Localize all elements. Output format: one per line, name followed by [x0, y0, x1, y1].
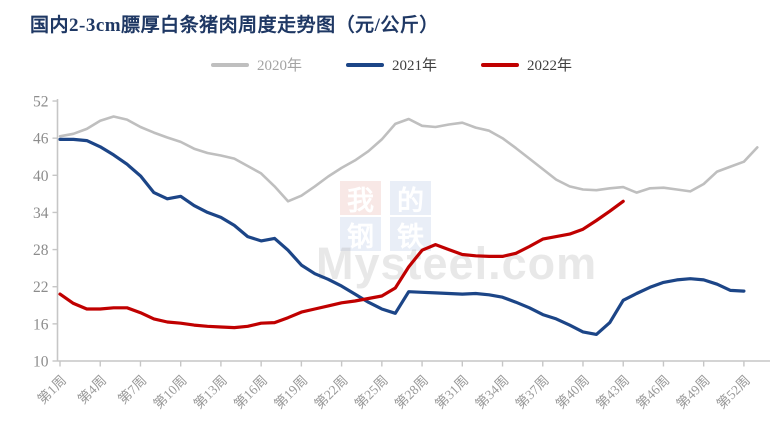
- x-axis-tick-label: 第4周: [74, 372, 109, 407]
- x-axis-tick-label: 第25周: [351, 372, 391, 412]
- series-line-2022年: [58, 199, 625, 330]
- y-axis-tick-label: 52: [33, 94, 49, 111]
- x-axis-tick-label: 第13周: [190, 372, 230, 412]
- x-axis-tick-label: 第52周: [713, 372, 753, 412]
- y-axis-tick-label: 16: [33, 316, 49, 333]
- legend-line-swatch-2020: [210, 62, 249, 67]
- legend-label-2021: 2021年: [391, 58, 437, 74]
- y-axis-tick-label: 40: [33, 168, 49, 185]
- x-axis-tick-label: 第28周: [391, 372, 431, 412]
- x-axis-tick-label: 第40周: [552, 372, 592, 412]
- legend-item-2022: 2022年: [481, 54, 572, 75]
- x-axis-tick-label: 第34周: [472, 372, 512, 412]
- x-axis-tick-label: 第19周: [271, 372, 311, 412]
- y-axis-tick-label: 10: [33, 354, 49, 371]
- y-axis-tick-label: 22: [33, 279, 49, 296]
- legend-label-2022: 2022年: [527, 58, 573, 74]
- x-axis-tick-label: 第22周: [311, 372, 351, 412]
- y-axis-tick-label: 34: [33, 205, 49, 222]
- series-line-2021年: [58, 137, 746, 336]
- x-axis-tick-label: 第43周: [592, 372, 632, 412]
- x-axis-tick-label: 第16周: [230, 372, 270, 412]
- chart-title: 国内2-3cm膘厚白条猪肉周度走势图（元/公斤）: [30, 15, 439, 36]
- legend-line-swatch-2021: [345, 62, 384, 67]
- x-axis-tick-label: 第46周: [633, 372, 673, 412]
- y-axis-tick-label: 46: [33, 131, 49, 148]
- x-axis-tick-label: 第49周: [673, 372, 713, 412]
- legend-line-swatch-2022: [481, 62, 519, 67]
- legend-label-2020: 2020年: [256, 58, 302, 74]
- x-axis-tick-label: 第37周: [512, 372, 552, 412]
- x-axis-tick-label: 第7周: [114, 372, 149, 407]
- y-axis-tick-label: 28: [33, 242, 49, 259]
- legend-item-2021: 2021年: [345, 54, 437, 75]
- legend-item-2020: 2020年: [210, 54, 302, 75]
- x-axis-tick-label: 第10周: [150, 372, 190, 412]
- x-axis-tick-label: 第31周: [431, 372, 471, 412]
- series-line-2020年: [58, 115, 759, 203]
- x-axis-tick-label: 第1周: [34, 372, 69, 407]
- chart-legend: 2020年 2021年 2022年: [0, 54, 783, 75]
